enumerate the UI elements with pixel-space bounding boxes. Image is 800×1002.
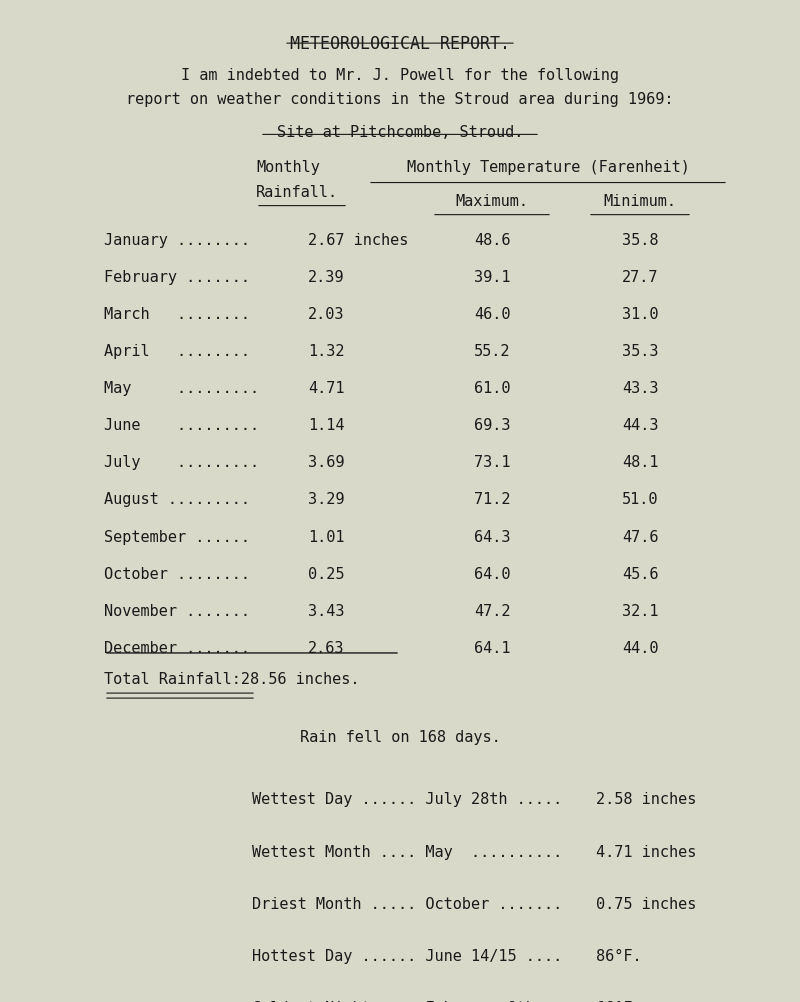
Text: 4.71 inches: 4.71 inches: [596, 844, 696, 859]
Text: Site at Pitchcombe, Stroud.: Site at Pitchcombe, Stroud.: [277, 125, 523, 140]
Text: Hottest Day ...... June 14/15 ....: Hottest Day ...... June 14/15 ....: [252, 948, 562, 963]
Text: Monthly Temperature (Farenheit): Monthly Temperature (Farenheit): [406, 160, 690, 175]
Text: August .........: August .........: [104, 492, 250, 507]
Text: 31.0: 31.0: [622, 307, 658, 322]
Text: May     .........: May .........: [104, 381, 259, 396]
Text: 64.3: 64.3: [474, 529, 510, 544]
Text: Minimum.: Minimum.: [603, 193, 677, 208]
Text: 0.25: 0.25: [308, 566, 345, 581]
Text: September ......: September ......: [104, 529, 250, 544]
Text: 35.8: 35.8: [622, 232, 658, 247]
Text: 47.2: 47.2: [474, 603, 510, 618]
Text: 44.3: 44.3: [622, 418, 658, 433]
Text: I am indebted to Mr. J. Powell for the following: I am indebted to Mr. J. Powell for the f…: [181, 68, 619, 83]
Text: 47.6: 47.6: [622, 529, 658, 544]
Text: Total Rainfall:28.56 inches.: Total Rainfall:28.56 inches.: [104, 671, 359, 686]
Text: 86°F.: 86°F.: [596, 948, 642, 963]
Text: 39.1: 39.1: [474, 270, 510, 285]
Text: 35.3: 35.3: [622, 344, 658, 359]
Text: 3.43: 3.43: [308, 603, 345, 618]
Text: METEOROLOGICAL REPORT.: METEOROLOGICAL REPORT.: [290, 35, 510, 53]
Text: 64.1: 64.1: [474, 640, 510, 655]
Text: December .......: December .......: [104, 640, 250, 655]
Text: March   ........: March ........: [104, 307, 250, 322]
Text: 2.03: 2.03: [308, 307, 345, 322]
Text: Maximum.: Maximum.: [455, 193, 529, 208]
Text: 1.14: 1.14: [308, 418, 345, 433]
Text: January ........: January ........: [104, 232, 250, 247]
Text: 1.01: 1.01: [308, 529, 345, 544]
Text: 46.0: 46.0: [474, 307, 510, 322]
Text: 2.67 inches: 2.67 inches: [308, 232, 408, 247]
Text: 3.29: 3.29: [308, 492, 345, 507]
Text: April   ........: April ........: [104, 344, 250, 359]
Text: report on weather conditions in the Stroud area during 1969:: report on weather conditions in the Stro…: [126, 92, 674, 107]
Text: July    .........: July .........: [104, 455, 259, 470]
Text: 16°F.: 16°F.: [596, 1000, 642, 1002]
Text: 48.1: 48.1: [622, 455, 658, 470]
Text: 73.1: 73.1: [474, 455, 510, 470]
Text: 61.0: 61.0: [474, 381, 510, 396]
Text: 0.75 inches: 0.75 inches: [596, 896, 696, 911]
Text: Wettest Day ...... July 28th .....: Wettest Day ...... July 28th .....: [252, 792, 562, 807]
Text: 3.69: 3.69: [308, 455, 345, 470]
Text: 45.6: 45.6: [622, 566, 658, 581]
Text: 32.1: 32.1: [622, 603, 658, 618]
Text: 2.39: 2.39: [308, 270, 345, 285]
Text: June    .........: June .........: [104, 418, 259, 433]
Text: Rainfall.: Rainfall.: [256, 184, 338, 199]
Text: Rain fell on 168 days.: Rain fell on 168 days.: [300, 729, 500, 744]
Text: 51.0: 51.0: [622, 492, 658, 507]
Text: November .......: November .......: [104, 603, 250, 618]
Text: February .......: February .......: [104, 270, 250, 285]
Text: Monthly: Monthly: [256, 160, 320, 175]
Text: 43.3: 43.3: [622, 381, 658, 396]
Text: Driest Month ..... October .......: Driest Month ..... October .......: [252, 896, 562, 911]
Text: 27.7: 27.7: [622, 270, 658, 285]
Text: October ........: October ........: [104, 566, 250, 581]
Text: Coldest Night .... February 8th...: Coldest Night .... February 8th...: [252, 1000, 562, 1002]
Text: 2.58 inches: 2.58 inches: [596, 792, 696, 807]
Text: 55.2: 55.2: [474, 344, 510, 359]
Text: 69.3: 69.3: [474, 418, 510, 433]
Text: 44.0: 44.0: [622, 640, 658, 655]
Text: 71.2: 71.2: [474, 492, 510, 507]
Text: 4.71: 4.71: [308, 381, 345, 396]
Text: 48.6: 48.6: [474, 232, 510, 247]
Text: Wettest Month .... May  ..........: Wettest Month .... May ..........: [252, 844, 562, 859]
Text: 64.0: 64.0: [474, 566, 510, 581]
Text: 1.32: 1.32: [308, 344, 345, 359]
Text: 2.63: 2.63: [308, 640, 345, 655]
